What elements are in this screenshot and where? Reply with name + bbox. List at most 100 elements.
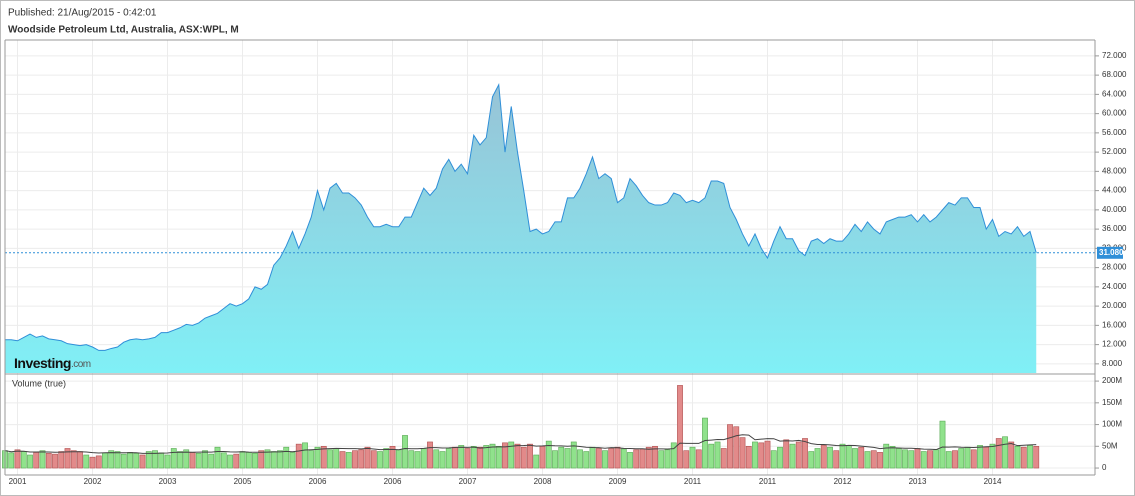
volume-bar: [970, 449, 977, 469]
volume-bar: [595, 448, 602, 469]
volume-bar: [814, 448, 821, 469]
y-tick-label: 16.000: [1102, 320, 1127, 329]
volume-bar: [164, 454, 171, 469]
volume-bar: [708, 443, 715, 469]
volume-bar: [370, 450, 377, 469]
y-tick-label: 44.000: [1102, 186, 1127, 195]
volume-bar: [302, 442, 308, 469]
volume-bar: [295, 443, 302, 469]
logo: Investing.com: [14, 355, 91, 371]
volume-bar: [533, 454, 540, 469]
volume-bar: [583, 451, 590, 469]
volume-bar: [470, 446, 477, 469]
volume-bar: [852, 448, 858, 469]
volume-bar: [639, 448, 646, 469]
volume-bar: [458, 445, 465, 469]
y-tick-label: 24.000: [1102, 282, 1127, 291]
volume-bar: [752, 441, 758, 469]
volume-bar: [633, 449, 640, 469]
volume-bar: [577, 449, 583, 469]
x-tick-label: 2012: [834, 477, 852, 486]
volume-bar: [983, 446, 990, 469]
volume-bar: [1033, 446, 1040, 469]
volume-bar: [477, 446, 483, 469]
volume-bar: [89, 456, 96, 469]
volume-bar: [402, 435, 408, 469]
volume-bar: [677, 385, 683, 469]
volume-bar: [489, 443, 496, 469]
volume-bar: [858, 446, 865, 469]
volume-bar: [20, 451, 27, 469]
x-tick-label: 2013: [909, 477, 927, 486]
volume-bar: [827, 446, 833, 469]
volume-bar: [264, 449, 271, 469]
volume-bar: [283, 446, 290, 469]
volume-bar: [233, 453, 240, 469]
volume-bar: [339, 451, 346, 469]
volume-bar: [139, 454, 146, 469]
volume-bar: [977, 445, 983, 469]
volume-bar: [464, 448, 471, 469]
x-tick-label: 2006: [309, 477, 327, 486]
volume-bar: [270, 451, 277, 469]
volume-bar: [614, 446, 621, 469]
y-tick-label: 50M: [1102, 441, 1118, 450]
volume-bar: [277, 450, 283, 469]
volume-bar: [208, 453, 215, 469]
volume-bar: [414, 451, 421, 469]
volume-bar: [239, 451, 246, 469]
volume-bar: [364, 446, 371, 469]
volume-bar: [664, 449, 671, 469]
volume-bar: [258, 450, 265, 469]
volume-bar: [939, 420, 946, 469]
volume-bar: [114, 451, 121, 469]
volume-bar: [158, 452, 165, 469]
volume-bar: [352, 450, 358, 469]
current-price-label: 31.080: [1099, 248, 1124, 257]
volume-bar: [764, 440, 771, 469]
x-tick-label: 2009: [609, 477, 627, 486]
volume-bar: [1008, 441, 1015, 469]
volume-bar: [127, 452, 133, 469]
volume-bar: [427, 441, 433, 469]
volume-bar: [102, 452, 108, 469]
x-tick-label: 2011: [684, 477, 702, 486]
x-tick-label: 2007: [459, 477, 477, 486]
volume-bar: [558, 446, 565, 469]
volume-bar: [1002, 436, 1008, 469]
volume-bar: [220, 452, 227, 469]
volume-bar: [445, 448, 452, 469]
volume-bar: [70, 450, 77, 469]
x-tick-label: 2003: [159, 477, 177, 486]
volume-bar: [770, 450, 777, 469]
volume-bar: [420, 448, 427, 469]
price-area: [5, 84, 1037, 373]
volume-bar: [783, 439, 790, 469]
volume-bar: [802, 438, 808, 469]
volume-bar: [408, 450, 415, 469]
published: Published: 21/Aug/2015 - 0:42:01: [8, 8, 157, 19]
volume-bar: [8, 452, 15, 469]
volume-bar: [727, 424, 733, 469]
volume-bar: [739, 437, 746, 469]
volume-bar: [33, 452, 40, 469]
volume-bar: [58, 451, 65, 469]
volume-bar: [933, 449, 940, 469]
volume-bar: [152, 450, 158, 469]
volume-bar: [527, 443, 533, 469]
volume-bar: [845, 445, 852, 469]
volume-bar: [958, 448, 965, 469]
volume-bar: [870, 450, 877, 469]
volume-bar: [202, 450, 208, 469]
x-tick-label: 2002: [84, 477, 102, 486]
volume-bar: [552, 450, 558, 469]
x-tick-label: 2014: [984, 477, 1002, 486]
volume-bar: [627, 452, 633, 469]
volume-bar: [77, 451, 83, 469]
volume-bar: [145, 451, 152, 469]
volume-bar: [452, 446, 458, 469]
volume-bar: [389, 446, 396, 469]
volume-bar: [333, 448, 340, 469]
volume-bar: [483, 445, 490, 469]
